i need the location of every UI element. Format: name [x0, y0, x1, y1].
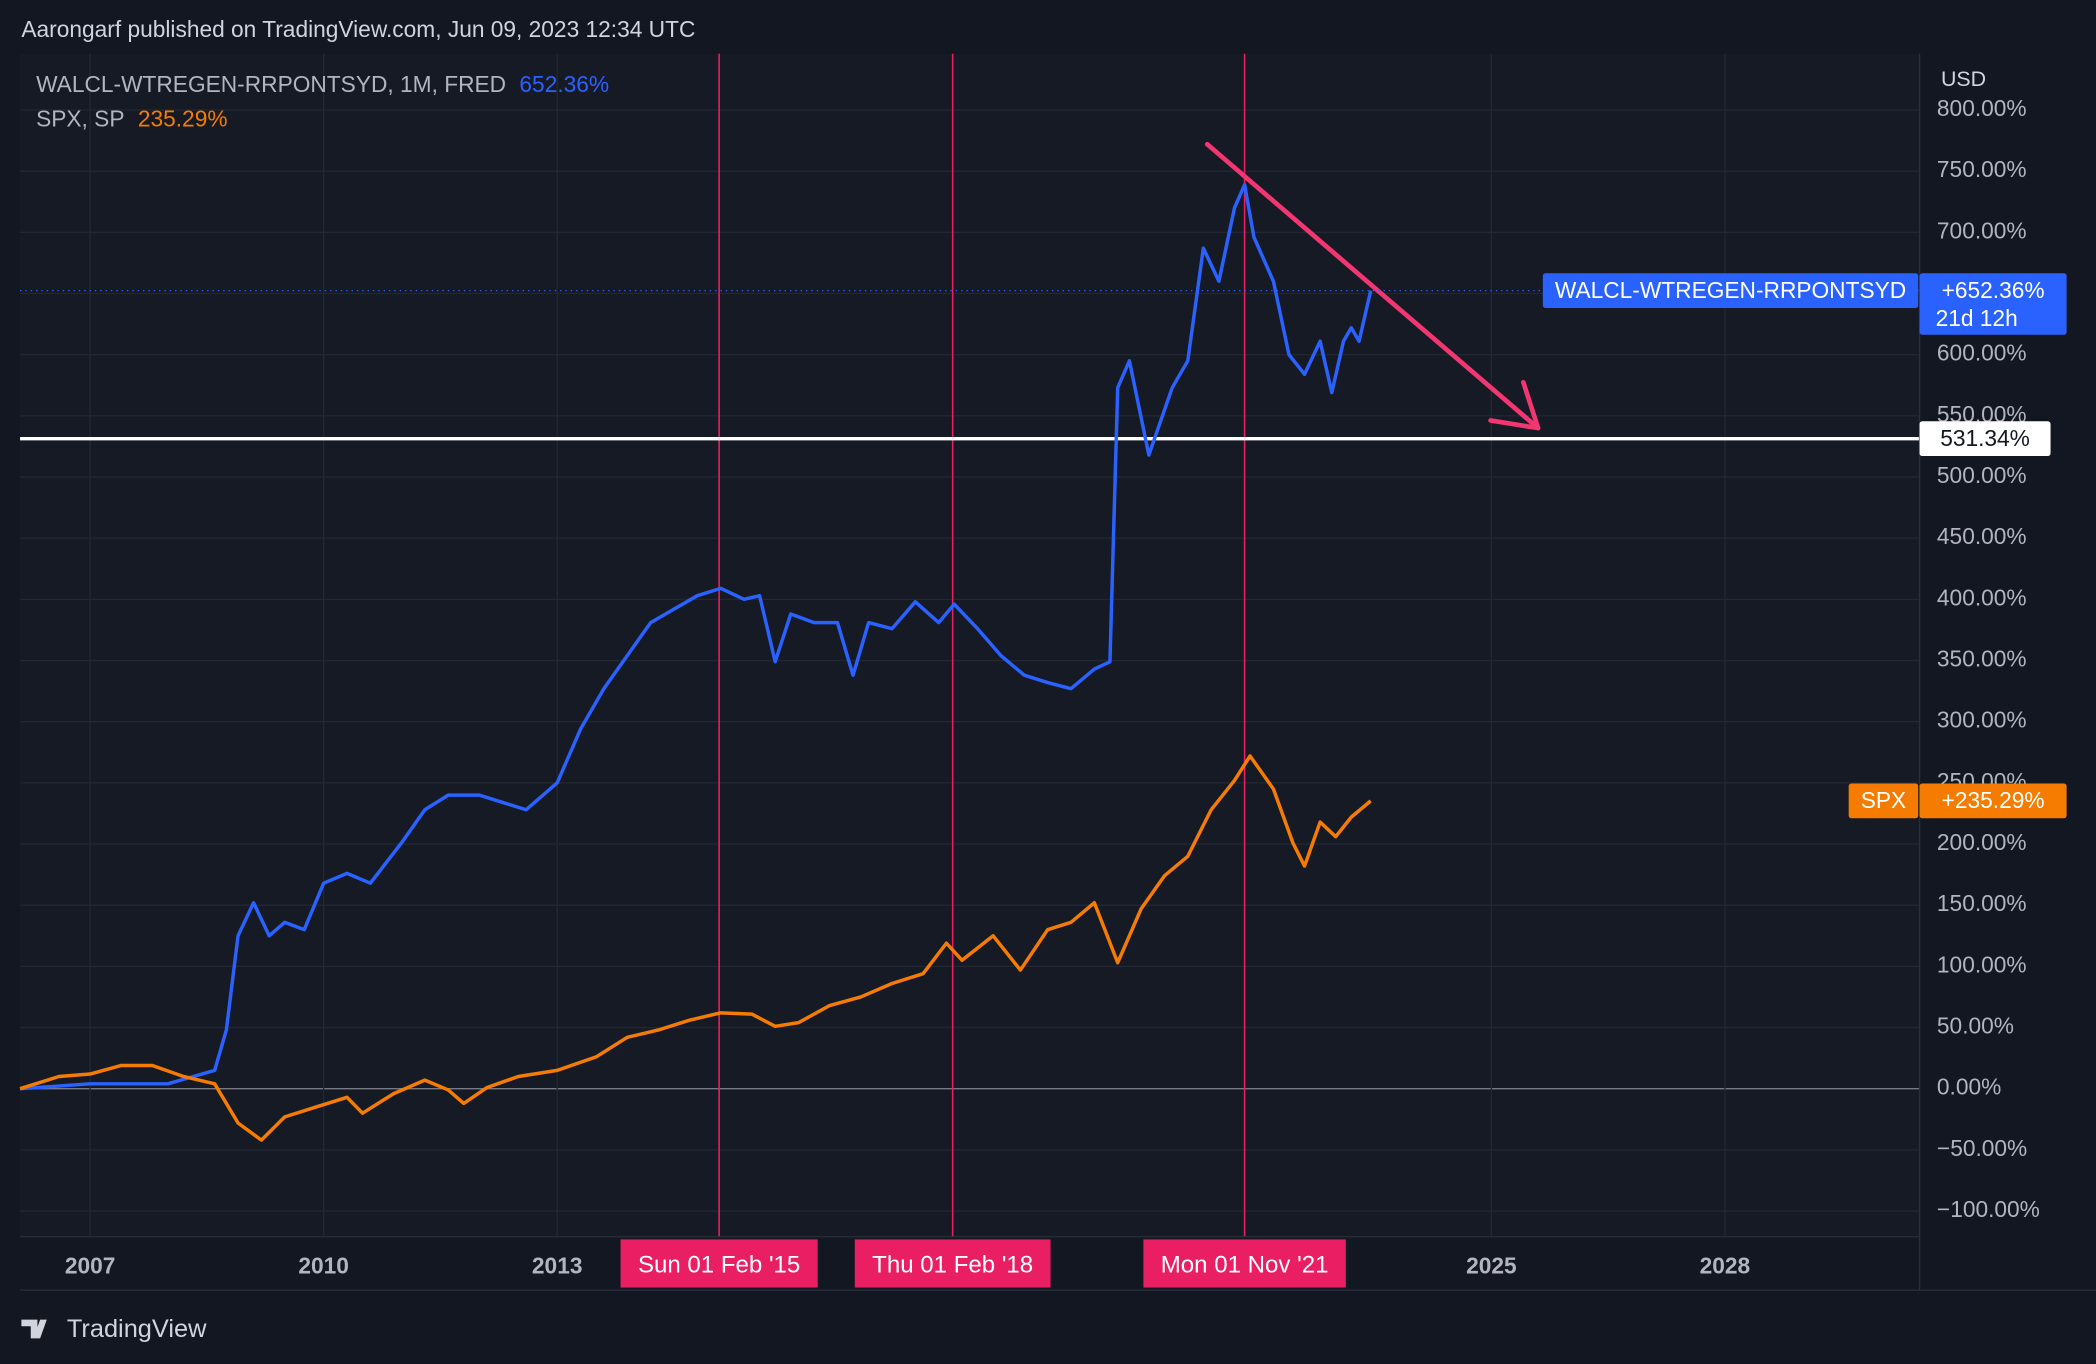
date-label-text: Thu 01 Feb '18: [872, 1252, 1033, 1279]
y-tick-label: 400.00%: [1937, 584, 2027, 610]
series-tag-text: SPX: [1861, 787, 1906, 813]
series-tag-box: [1542, 273, 1919, 309]
y-tick-label: 200.00%: [1937, 829, 2027, 855]
y-tick-label: 600.00%: [1937, 340, 2027, 366]
date-label-box: [854, 1239, 1051, 1288]
series-tag-text: WALCL-WTREGEN-RRPONTSYD: [1555, 277, 1906, 303]
y-tick-label: 100.00%: [1937, 951, 2027, 977]
date-label-text: Sun 01 Feb '15: [638, 1252, 800, 1279]
header: Aarongarf published on TradingView.com, …: [21, 16, 695, 42]
grid: −100.00% −50.00% 0.00% 50.00% 100.00% 150.00%…: [20, 53, 2040, 1278]
y-tick-label: 500.00%: [1937, 462, 2027, 488]
price-tag-box: [1919, 783, 2067, 819]
y-tick-label: 700.00%: [1937, 217, 2027, 243]
plot-area: [20, 53, 1920, 1237]
y-tick-label: 150.00%: [1937, 890, 2027, 916]
x-tick-label: 2013: [532, 1252, 583, 1278]
arrow-head: [1488, 379, 1541, 431]
date-label: Thu 01 Feb '18: [854, 1239, 1051, 1288]
date-label: Mon 01 Nov '21: [1143, 1239, 1346, 1288]
y-tick-label: 800.00%: [1937, 95, 2027, 121]
price-tag-text: +235.29%: [1942, 787, 2045, 813]
x-tick-label: 2010: [298, 1252, 349, 1278]
y-tick-label: 0.00%: [1937, 1074, 2001, 1100]
x-tick-label: 2007: [65, 1252, 116, 1278]
series-line: [19, 754, 1372, 1142]
y-tick-label: 350.00%: [1937, 646, 2027, 672]
y-tick-label: 750.00%: [1937, 156, 2027, 182]
y-axis-label: USD: [1941, 67, 1986, 91]
legend-name: SPX, SP: [36, 106, 124, 132]
date-label: Sun 01 Feb '15: [620, 1239, 818, 1288]
date-label-box: [620, 1239, 818, 1288]
x-tick-label: 2028: [1700, 1252, 1751, 1278]
date-label-text: Mon 01 Nov '21: [1161, 1252, 1329, 1279]
y-tick-label: 300.00%: [1937, 707, 2027, 733]
price-tag-text: 531.34%: [1940, 425, 2030, 451]
overlay: Sun 01 Feb '15 Thu 01 Feb '18 Mon 01 Nov '…: [36, 71, 2067, 1288]
logo-icon: [21, 1319, 47, 1339]
brand: TradingView: [67, 1315, 207, 1343]
legend-name: WALCL-WTREGEN-RRPONTSYD, 1M, FRED: [36, 71, 506, 97]
series-tag-box: [1848, 783, 1919, 819]
legend-value: 652.36%: [519, 71, 609, 97]
y-tick-label: −50.00%: [1937, 1135, 2027, 1161]
price-tag-box: [1919, 421, 2051, 457]
y-tick-label: 50.00%: [1937, 1013, 2014, 1039]
arrow-line: [1204, 141, 1541, 431]
price-tag-box: [1919, 273, 2067, 335]
y-tick-label: 450.00%: [1937, 523, 2027, 549]
price-tag-text: +652.36%: [1942, 277, 2045, 303]
countdown: 21d 12h: [1936, 305, 2018, 331]
logo: TradingView: [21, 1315, 207, 1343]
date-label-box: [1143, 1239, 1346, 1288]
series-line: [19, 182, 1373, 1091]
legend-value: 235.29%: [138, 106, 228, 132]
y-tick-label: −100.00%: [1937, 1196, 2040, 1222]
x-tick-label: 2025: [1466, 1252, 1517, 1278]
